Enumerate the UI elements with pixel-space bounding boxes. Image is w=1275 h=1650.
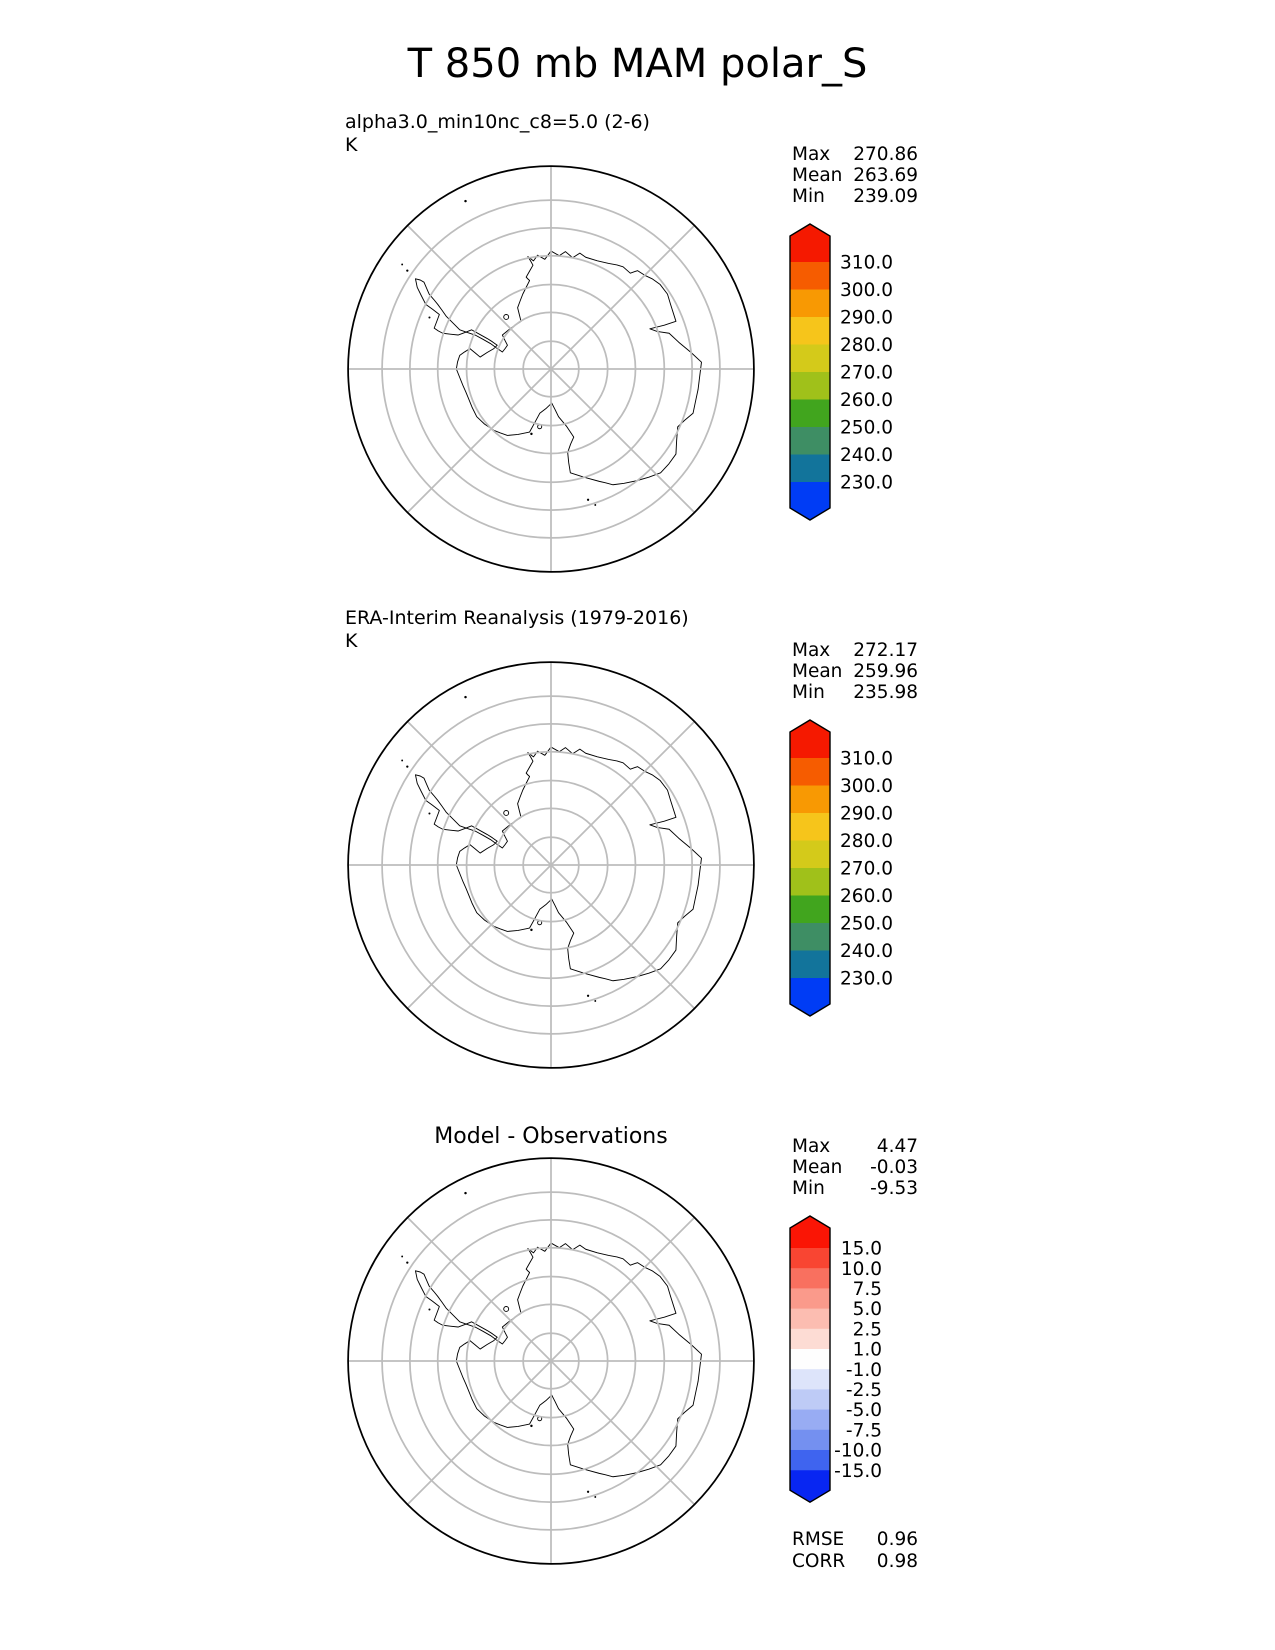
panel3-stats: Max 4.47 Mean -0.03 Min -9.53	[792, 1136, 918, 1199]
figure-title: T 850 mb MAM polar_S	[407, 41, 868, 87]
stat-label: Max	[792, 144, 831, 165]
stat-row: Mean 259.96	[792, 661, 918, 682]
svg-text:260.0: 260.0	[840, 886, 893, 907]
svg-text:2.5: 2.5	[853, 1319, 882, 1340]
panel3-title: Model - Observations	[434, 1124, 668, 1149]
panel1-title: alpha3.0_min10nc_c8=5.0 (2-6)	[345, 111, 650, 133]
svg-text:5.0: 5.0	[853, 1299, 882, 1320]
stat-row: Min 239.09	[792, 186, 918, 207]
stat-row: Max 270.86	[792, 144, 918, 165]
stat-value: -9.53	[870, 1178, 918, 1199]
stat-row: Min 235.98	[792, 682, 918, 703]
stat-row: Max 272.17	[792, 640, 918, 661]
stat-value: 263.69	[853, 165, 918, 186]
panel2-colorbar: 310.0 300.0 290.0 280.0 270.0 260.0 250.0 240.0…	[789, 719, 893, 1017]
panel2-units: K	[345, 630, 358, 652]
stat-label: Min	[792, 1178, 825, 1199]
svg-text:-7.5: -7.5	[846, 1420, 882, 1441]
panel2-header: ERA-Interim Reanalysis (1979-2016) K	[345, 607, 689, 653]
panel2-map	[345, 659, 757, 1071]
skill-metrics: RMSE 0.96 CORR 0.98	[792, 1529, 918, 1572]
stat-row: Max 4.47	[792, 1136, 918, 1157]
stat-label: Mean	[792, 661, 843, 682]
svg-text:290.0: 290.0	[840, 308, 893, 329]
metric-row: RMSE 0.96	[792, 1529, 918, 1551]
svg-text:230.0: 230.0	[840, 473, 893, 494]
stat-value: 239.09	[853, 186, 918, 207]
stat-label: Mean	[792, 1157, 843, 1178]
svg-text:300.0: 300.0	[840, 280, 893, 301]
panel1-units: K	[345, 134, 358, 156]
panel1-stats: Max 270.86 Mean 263.69 Min 239.09	[792, 144, 918, 207]
south-polar-map	[347, 1157, 755, 1565]
metric-label: CORR	[792, 1550, 846, 1572]
south-polar-map	[347, 165, 755, 573]
panel1-colorbar: 310.0 300.0 290.0 280.0 270.0 260.0 250.0 240.0…	[789, 223, 893, 521]
stat-row: Mean 263.69	[792, 165, 918, 186]
metric-label: RMSE	[792, 1529, 845, 1550]
svg-text:1.0: 1.0	[853, 1340, 882, 1361]
metric-value: 0.96	[876, 1529, 918, 1550]
stat-row: Mean -0.03	[792, 1157, 918, 1178]
svg-text:300.0: 300.0	[840, 776, 893, 797]
svg-text:280.0: 280.0	[840, 831, 893, 852]
svg-text:240.0: 240.0	[840, 941, 893, 962]
panel1-header: alpha3.0_min10nc_c8=5.0 (2-6) K	[345, 111, 650, 157]
svg-text:250.0: 250.0	[840, 418, 893, 439]
panel3-colorbar: 15.010.07.55.02.51.0-1.0-2.5-5.0-7.5-10.…	[789, 1215, 882, 1504]
svg-text:-1.0: -1.0	[846, 1360, 882, 1381]
svg-text:270.0: 270.0	[840, 363, 893, 384]
stat-label: Min	[792, 186, 825, 207]
svg-text:290.0: 290.0	[840, 804, 893, 825]
stat-value: -0.03	[870, 1157, 918, 1178]
stat-value: 235.98	[853, 682, 918, 703]
stat-label: Max	[792, 1136, 831, 1157]
stat-label: Max	[792, 640, 831, 661]
svg-text:270.0: 270.0	[840, 859, 893, 880]
svg-text:310.0: 310.0	[840, 749, 893, 770]
svg-text:260.0: 260.0	[840, 390, 893, 411]
stat-row: Min -9.53	[792, 1178, 918, 1199]
svg-text:230.0: 230.0	[840, 969, 893, 990]
stat-label: Min	[792, 682, 825, 703]
panel2-title: ERA-Interim Reanalysis (1979-2016)	[345, 607, 689, 629]
svg-text:-5.0: -5.0	[846, 1400, 882, 1421]
panel2-stats: Max 272.17 Mean 259.96 Min 235.98	[792, 640, 918, 703]
metric-value: 0.98	[876, 1550, 918, 1572]
stat-value: 270.86	[853, 144, 918, 165]
stat-value: 4.47	[876, 1136, 918, 1157]
metric-row: CORR 0.98	[792, 1551, 918, 1573]
svg-text:-2.5: -2.5	[846, 1380, 882, 1401]
svg-text:-15.0: -15.0	[834, 1461, 882, 1482]
svg-text:240.0: 240.0	[840, 445, 893, 466]
svg-text:-10.0: -10.0	[834, 1441, 882, 1462]
stat-value: 272.17	[853, 640, 918, 661]
svg-text:15.0: 15.0	[841, 1239, 882, 1260]
svg-text:250.0: 250.0	[840, 914, 893, 935]
svg-text:280.0: 280.0	[840, 335, 893, 356]
panel1-map	[345, 163, 757, 575]
panel3-map	[345, 1155, 757, 1567]
svg-text:310.0: 310.0	[840, 253, 893, 274]
svg-text:7.5: 7.5	[853, 1279, 882, 1300]
svg-text:10.0: 10.0	[841, 1259, 882, 1280]
stat-label: Mean	[792, 165, 843, 186]
stat-value: 259.96	[853, 661, 918, 682]
south-polar-map	[347, 661, 755, 1069]
